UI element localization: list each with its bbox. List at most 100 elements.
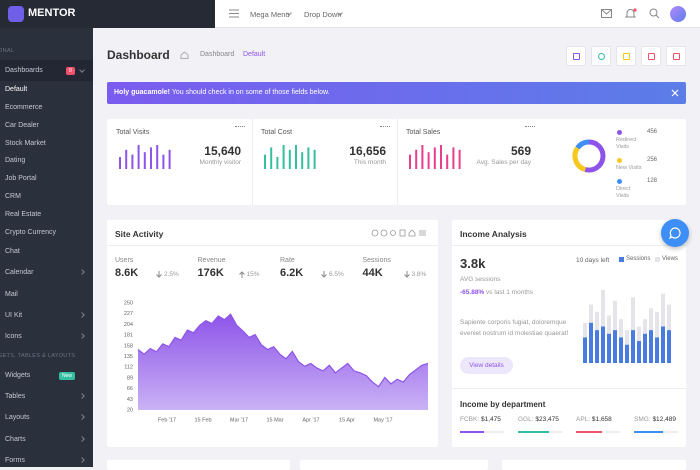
sidebar-item[interactable]: Real Estate [0, 206, 93, 224]
card [300, 460, 488, 470]
sidebar-item[interactable]: Charts [0, 429, 93, 450]
arrow [321, 271, 327, 278]
sidebar-item[interactable]: Job Portal [0, 170, 93, 188]
sidebar-item[interactable]: Car Dealer [0, 117, 93, 135]
sidebar-item[interactable]: Dating [0, 153, 93, 171]
x-tick-label: 15 Feb [194, 417, 211, 423]
legend-label: New Visits [616, 165, 642, 171]
tool-button[interactable] [616, 46, 636, 66]
y-tick-label: 204 [124, 322, 133, 328]
sidebar-label: Calendar [5, 269, 34, 277]
sidebar-label: ONAL [0, 47, 15, 54]
spark-bar [119, 157, 121, 169]
sidebar-label: Icons [5, 333, 22, 341]
sidebar-label: Chat [5, 248, 20, 256]
legend-label: Direct Visits [616, 186, 631, 199]
breadcrumb[interactable]: Dashboard [200, 51, 235, 58]
metric-label: Rate [280, 257, 295, 264]
dept-progress [460, 431, 485, 433]
avatar[interactable] [670, 6, 686, 22]
income-bar [601, 326, 605, 363]
more-icon [235, 126, 245, 129]
sidebar-item[interactable]: Forms [0, 450, 93, 467]
sidebar-item[interactable]: Crypto Currency [0, 224, 93, 242]
tool-button[interactable] [566, 46, 586, 66]
sidebar-item[interactable]: Layouts [0, 408, 93, 429]
card [502, 460, 686, 470]
sidebar-item[interactable]: Dashboards 9 [0, 60, 93, 82]
sidebar-item[interactable]: Icons [0, 327, 93, 348]
badge: New [59, 371, 76, 380]
sidebar-item[interactable]: UI Kit [0, 305, 93, 326]
y-tick-label: 112 [124, 365, 133, 371]
donut-slice [584, 139, 606, 173]
sidebar-item[interactable]: Ecommerce [0, 99, 93, 117]
sidebar-label: Mail [5, 290, 18, 298]
spark-bar [415, 149, 418, 169]
menu-toggle[interactable] [229, 9, 239, 18]
dept-label: FCBK: [460, 416, 480, 423]
sidebar-item[interactable]: Default [0, 81, 93, 99]
tool-button[interactable] [591, 46, 611, 66]
stat-value: 569 [510, 144, 531, 158]
dept-amount: $1,658 [591, 416, 612, 423]
tool-button[interactable] [641, 46, 661, 66]
sidebar-item[interactable]: CRM [0, 188, 93, 206]
chart-tools[interactable] [371, 229, 431, 237]
mail-icon[interactable] [601, 9, 612, 18]
dept-progress [576, 431, 603, 433]
bell-icon[interactable] [625, 8, 637, 19]
y-tick-label: 66 [127, 386, 133, 392]
sidebar-label: Widgets [5, 371, 31, 379]
top-menu[interactable]: Drop Down [304, 10, 342, 19]
income-bar [583, 337, 587, 363]
search-icon[interactable] [649, 8, 660, 19]
sidebar-item[interactable]: Calendar [0, 263, 93, 284]
y-tick-label: 89 [127, 375, 133, 381]
spark-bar [264, 154, 266, 169]
sidebar-item[interactable]: Chat [0, 242, 93, 263]
income-bar [655, 337, 659, 363]
sidebar-item[interactable]: Tables [0, 386, 93, 407]
spark-bar [301, 152, 304, 169]
metric-value: 44K [362, 267, 383, 279]
dept-text: GGL: $23,475 [518, 416, 559, 423]
tool-button[interactable] [666, 46, 686, 66]
chevron [79, 333, 85, 340]
chat-button[interactable] [661, 219, 689, 247]
legend-value: 256 [647, 157, 658, 163]
sidebar-item[interactable]: Stock Market [0, 135, 93, 153]
chevron [79, 66, 85, 73]
sidebar-item[interactable]: Mail [0, 284, 93, 305]
x-tick-label: 15 Mar [266, 417, 283, 423]
chevron [79, 269, 85, 276]
sidebar-heading: ONAL [0, 43, 93, 60]
stat-caption: Monthly visitor [199, 159, 241, 166]
home-icon[interactable] [180, 51, 189, 59]
dept-amount: $1,475 [480, 416, 501, 423]
y-tick-label: 43 [127, 397, 133, 403]
stat-value: 15,640 [204, 144, 241, 158]
page-title: Dashboard [107, 48, 170, 62]
spark-bar [270, 147, 273, 169]
sidebar-item[interactable]: Widgets New [0, 365, 93, 386]
spark-bar [307, 147, 310, 169]
view-details-button[interactable]: View details [460, 357, 513, 374]
topbar: Mega Menu Drop Down [215, 0, 700, 28]
income-bar [631, 297, 635, 363]
x-tick-label: Mar '17 [230, 417, 248, 423]
alert-close[interactable] [671, 89, 679, 97]
spark-bar [295, 145, 297, 169]
top-menu[interactable]: Mega Menu [250, 10, 290, 19]
sidebar-label: Job Portal [5, 175, 37, 183]
y-tick-label: 20 [127, 407, 133, 413]
stats-card: Total Visits 15,640 Monthly visitor Total C… [107, 119, 686, 205]
metric-value: 176K [197, 267, 224, 279]
chevron [79, 312, 85, 318]
income-bar [643, 333, 647, 363]
income-bar [661, 326, 665, 363]
x-tick-label: Feb '17 [158, 417, 176, 423]
metric-change: 6.5% [329, 271, 344, 278]
sidebar-label: Dashboards [5, 66, 43, 74]
trend-arrow [403, 271, 410, 278]
